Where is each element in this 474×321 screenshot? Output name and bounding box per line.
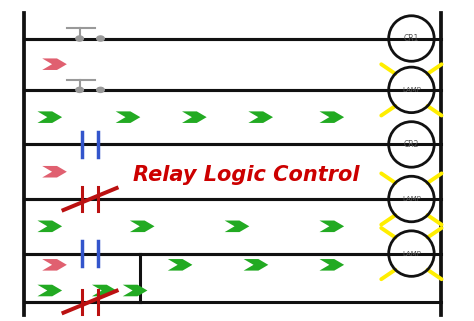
Polygon shape bbox=[42, 58, 67, 70]
Text: CR2: CR2 bbox=[404, 140, 419, 149]
Polygon shape bbox=[319, 111, 344, 123]
Polygon shape bbox=[42, 259, 67, 271]
Text: LAMP: LAMP bbox=[402, 87, 421, 93]
Polygon shape bbox=[168, 259, 192, 271]
Polygon shape bbox=[319, 221, 344, 232]
Text: LAMP: LAMP bbox=[402, 251, 421, 256]
Circle shape bbox=[76, 87, 83, 92]
Polygon shape bbox=[37, 111, 62, 123]
Polygon shape bbox=[319, 259, 344, 271]
Text: CR1: CR1 bbox=[404, 34, 419, 43]
Polygon shape bbox=[130, 221, 155, 232]
Polygon shape bbox=[116, 111, 140, 123]
Polygon shape bbox=[37, 285, 62, 296]
Polygon shape bbox=[123, 285, 147, 296]
Circle shape bbox=[76, 36, 83, 41]
Text: LAMP: LAMP bbox=[402, 196, 421, 202]
Circle shape bbox=[97, 36, 104, 41]
Polygon shape bbox=[37, 221, 62, 232]
Polygon shape bbox=[92, 285, 117, 296]
Polygon shape bbox=[248, 111, 273, 123]
Circle shape bbox=[97, 87, 104, 92]
Polygon shape bbox=[225, 221, 249, 232]
Text: Relay Logic Control: Relay Logic Control bbox=[133, 165, 360, 185]
Polygon shape bbox=[42, 166, 67, 178]
Polygon shape bbox=[244, 259, 268, 271]
Polygon shape bbox=[182, 111, 207, 123]
